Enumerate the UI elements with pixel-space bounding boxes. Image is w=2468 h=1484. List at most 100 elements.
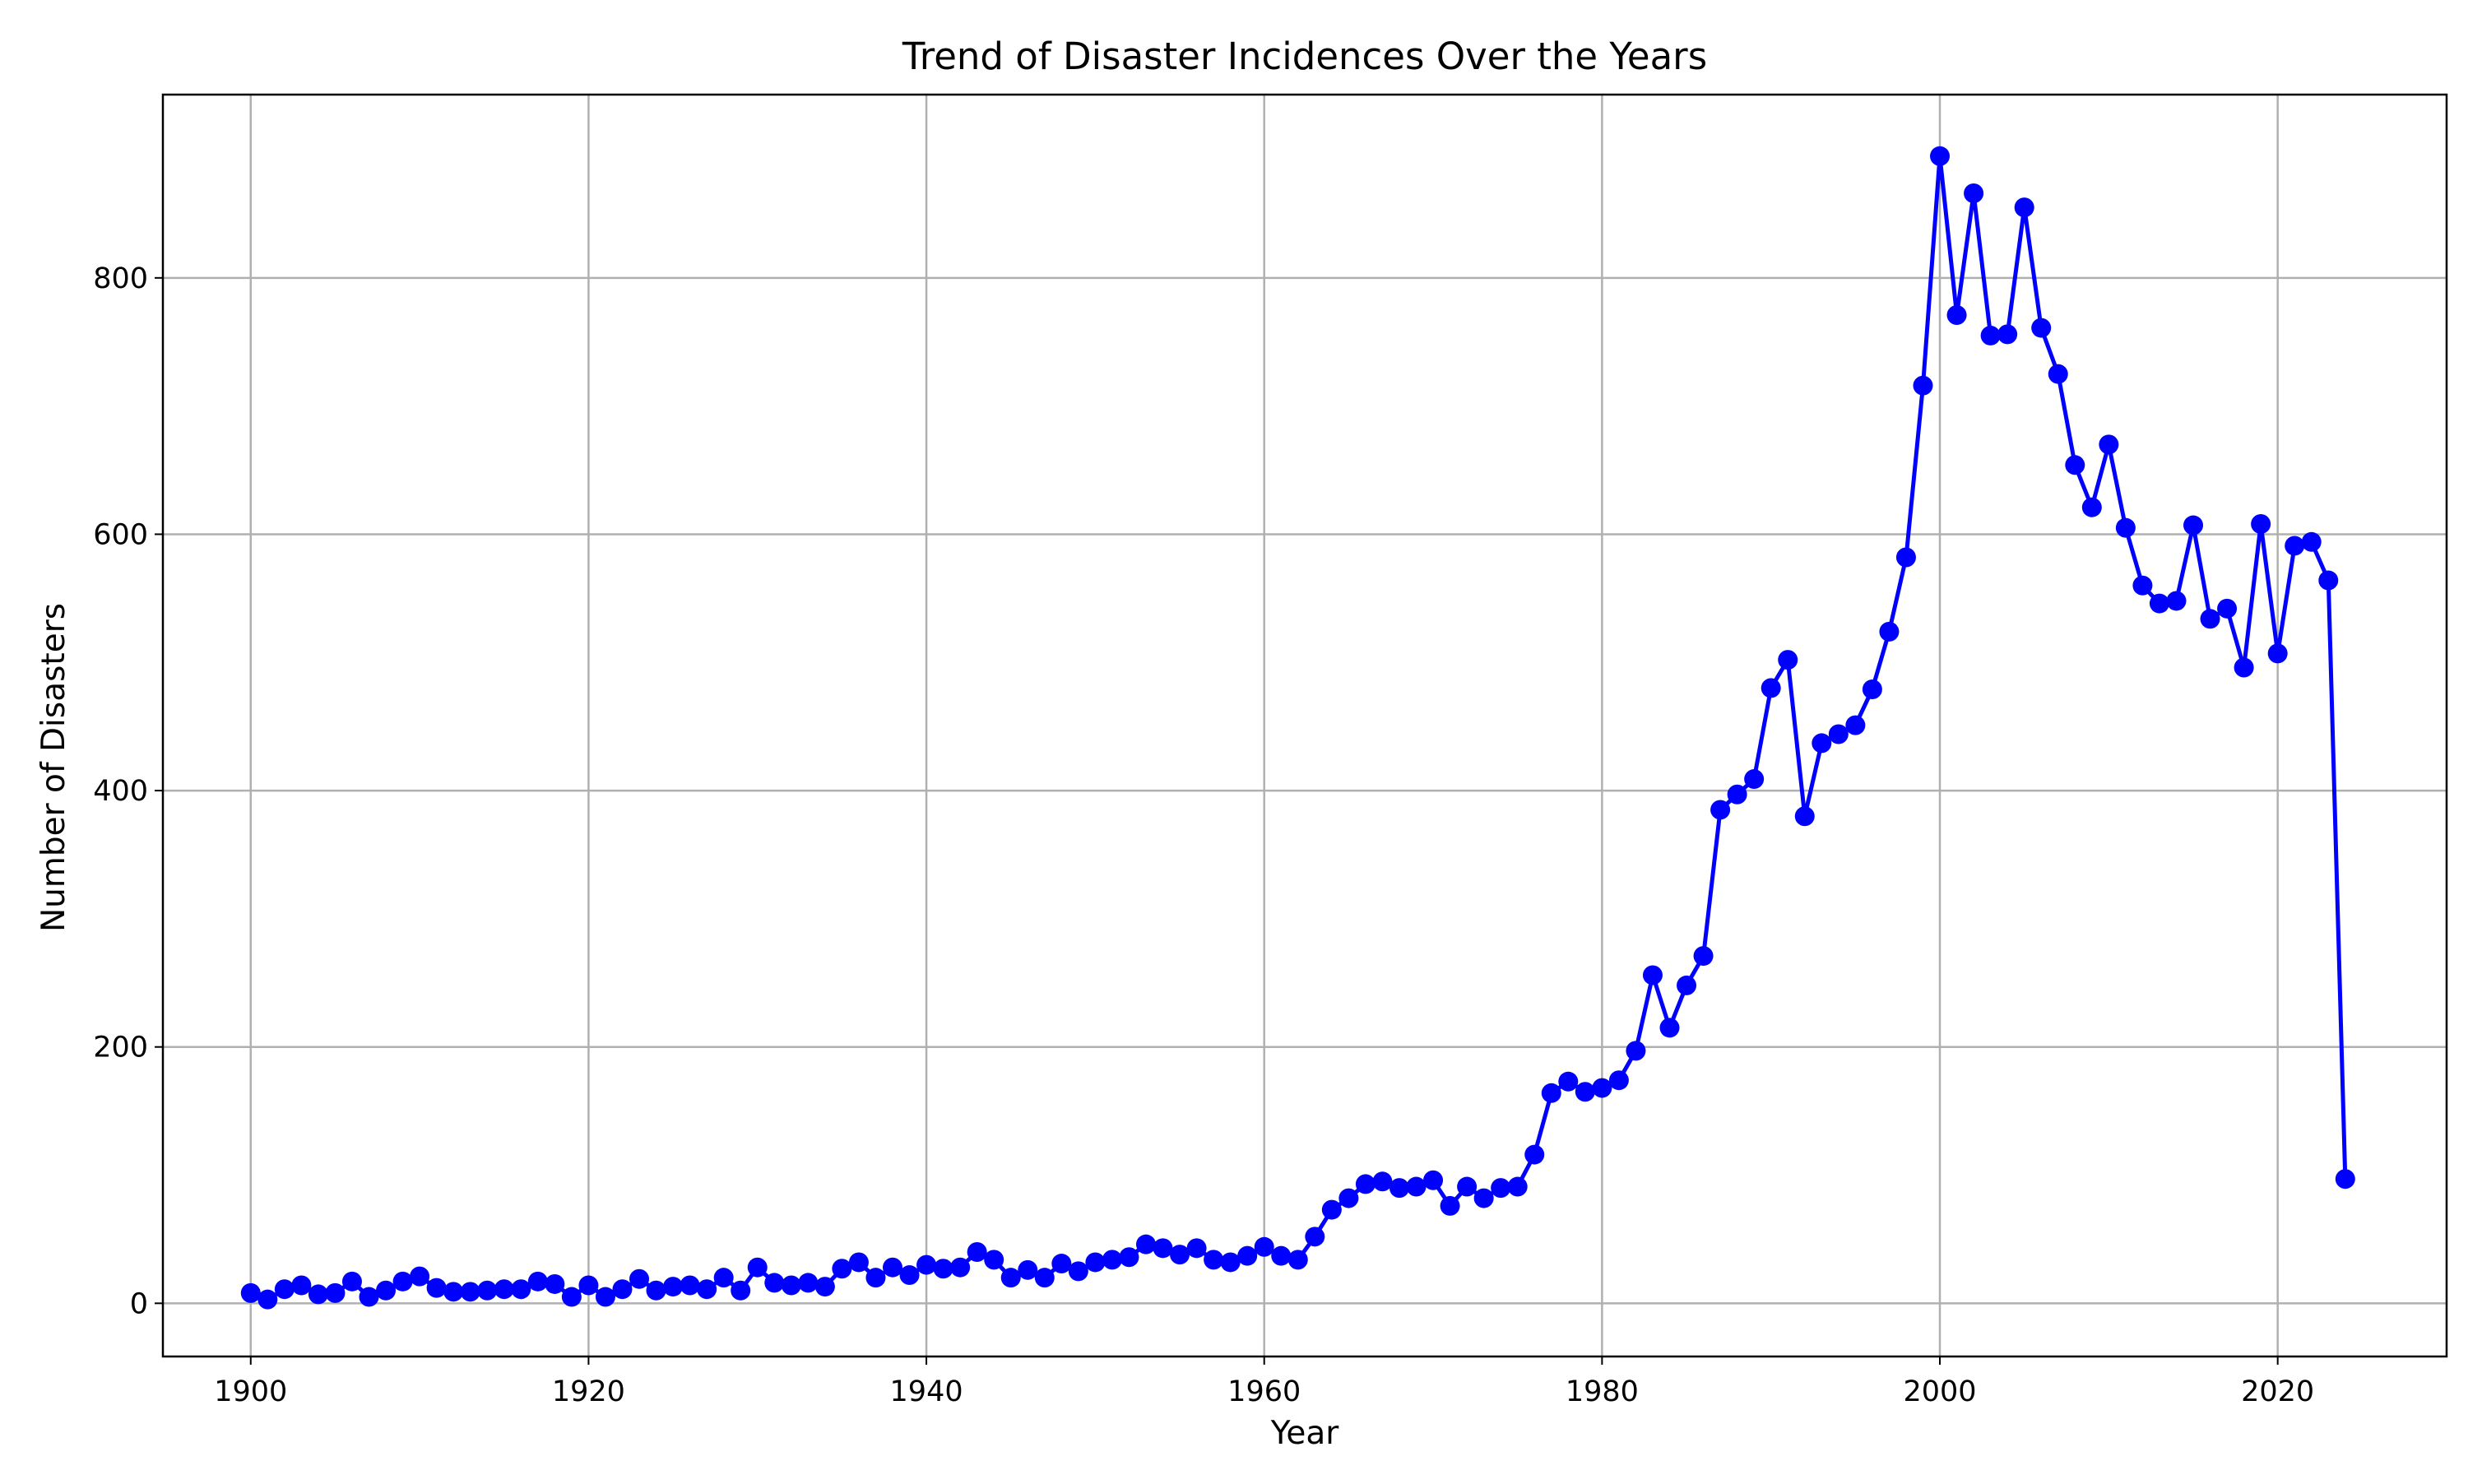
data-point xyxy=(2183,515,2204,536)
data-point xyxy=(1254,1236,1274,1257)
data-point xyxy=(1153,1238,1173,1259)
data-point xyxy=(1237,1245,1258,1266)
data-point xyxy=(1980,325,2001,345)
data-point xyxy=(595,1287,615,1307)
data-point xyxy=(1592,1078,1612,1098)
axes-frame xyxy=(161,93,2448,1358)
data-point xyxy=(2267,643,2288,664)
x-tick-label: 1960 xyxy=(1227,1375,1301,1408)
data-point xyxy=(1338,1188,1359,1208)
x-tick-label: 1940 xyxy=(890,1375,963,1408)
data-point xyxy=(1727,784,1747,805)
x-tick-label: 2000 xyxy=(1903,1375,1976,1408)
data-point xyxy=(2115,517,2136,538)
data-point xyxy=(578,1275,599,1296)
data-point xyxy=(1170,1245,1190,1265)
data-point xyxy=(376,1280,397,1301)
data-point xyxy=(697,1279,717,1300)
data-point xyxy=(2335,1169,2355,1190)
data-point xyxy=(1812,733,1832,754)
data-point xyxy=(1541,1083,1561,1103)
data-point xyxy=(1457,1176,1478,1197)
data-point xyxy=(1930,146,1951,166)
data-point xyxy=(1710,800,1731,820)
data-point xyxy=(2048,364,2068,384)
data-point xyxy=(494,1279,514,1300)
data-point xyxy=(308,1284,328,1305)
data-point xyxy=(629,1268,650,1289)
data-point xyxy=(1018,1259,1038,1280)
data-point xyxy=(713,1268,734,1288)
data-point xyxy=(1135,1234,1156,1254)
data-point xyxy=(1524,1144,1545,1165)
data-point xyxy=(1372,1171,1393,1192)
data-point xyxy=(1913,375,1933,396)
data-point xyxy=(1440,1195,1460,1216)
data-point xyxy=(646,1280,666,1301)
data-point xyxy=(1828,724,1849,744)
data-point xyxy=(1406,1176,1427,1197)
data-point xyxy=(240,1282,261,1303)
data-point xyxy=(2200,609,2220,629)
data-point xyxy=(2149,593,2169,614)
data-point xyxy=(950,1257,971,1278)
data-point xyxy=(545,1273,565,1294)
data-point xyxy=(359,1287,379,1307)
data-point xyxy=(1000,1268,1021,1288)
x-tick-label: 1980 xyxy=(1566,1375,1639,1408)
data-point xyxy=(865,1268,886,1288)
data-point xyxy=(1389,1178,1409,1199)
data-point xyxy=(2251,513,2271,534)
data-point xyxy=(2014,197,2034,218)
data-point xyxy=(1997,324,2018,345)
data-point xyxy=(1862,679,1882,699)
y-tick-label: 800 xyxy=(93,262,148,295)
data-point xyxy=(410,1266,430,1287)
chart-title: Trend of Disaster Incidences Over the Ye… xyxy=(902,35,1707,78)
data-point xyxy=(1575,1082,1595,1102)
data-point xyxy=(274,1279,295,1300)
y-tick-label: 200 xyxy=(93,1032,148,1064)
data-point xyxy=(1761,678,1781,698)
data-point xyxy=(781,1275,801,1296)
data-point xyxy=(1423,1170,1444,1190)
data-point xyxy=(2318,570,2339,591)
data-point xyxy=(2065,455,2085,475)
data-point xyxy=(1204,1250,1224,1270)
data-point xyxy=(764,1273,785,1293)
x-tick-label: 1920 xyxy=(552,1375,625,1408)
data-point xyxy=(883,1257,903,1278)
data-point xyxy=(257,1289,278,1310)
data-point xyxy=(731,1280,751,1301)
data-point xyxy=(1051,1254,1072,1274)
data-point xyxy=(1068,1261,1088,1282)
data-point xyxy=(1287,1250,1308,1270)
data-point xyxy=(2217,598,2238,619)
data-point xyxy=(1659,1018,1680,1038)
data-point xyxy=(2234,657,2254,678)
data-point xyxy=(1271,1245,1292,1266)
data-point xyxy=(1305,1227,1325,1247)
data-point xyxy=(477,1280,498,1301)
y-tick-label: 400 xyxy=(93,775,148,808)
data-point xyxy=(2031,318,2052,338)
data-point xyxy=(527,1271,548,1292)
data-point xyxy=(967,1242,987,1263)
data-point xyxy=(2301,531,2322,552)
data-point xyxy=(1491,1178,1511,1199)
data-point xyxy=(747,1257,768,1278)
data-point xyxy=(1507,1176,1528,1197)
data-point xyxy=(1119,1247,1139,1268)
data-point xyxy=(561,1287,582,1307)
data-point xyxy=(1895,547,1916,568)
data-point xyxy=(814,1277,835,1297)
data-point xyxy=(916,1254,937,1275)
data-point xyxy=(291,1275,312,1296)
data-point xyxy=(2166,591,2187,611)
x-axis-label: Year xyxy=(1270,1415,1340,1452)
data-point xyxy=(984,1250,1004,1270)
data-point xyxy=(1845,715,1866,735)
